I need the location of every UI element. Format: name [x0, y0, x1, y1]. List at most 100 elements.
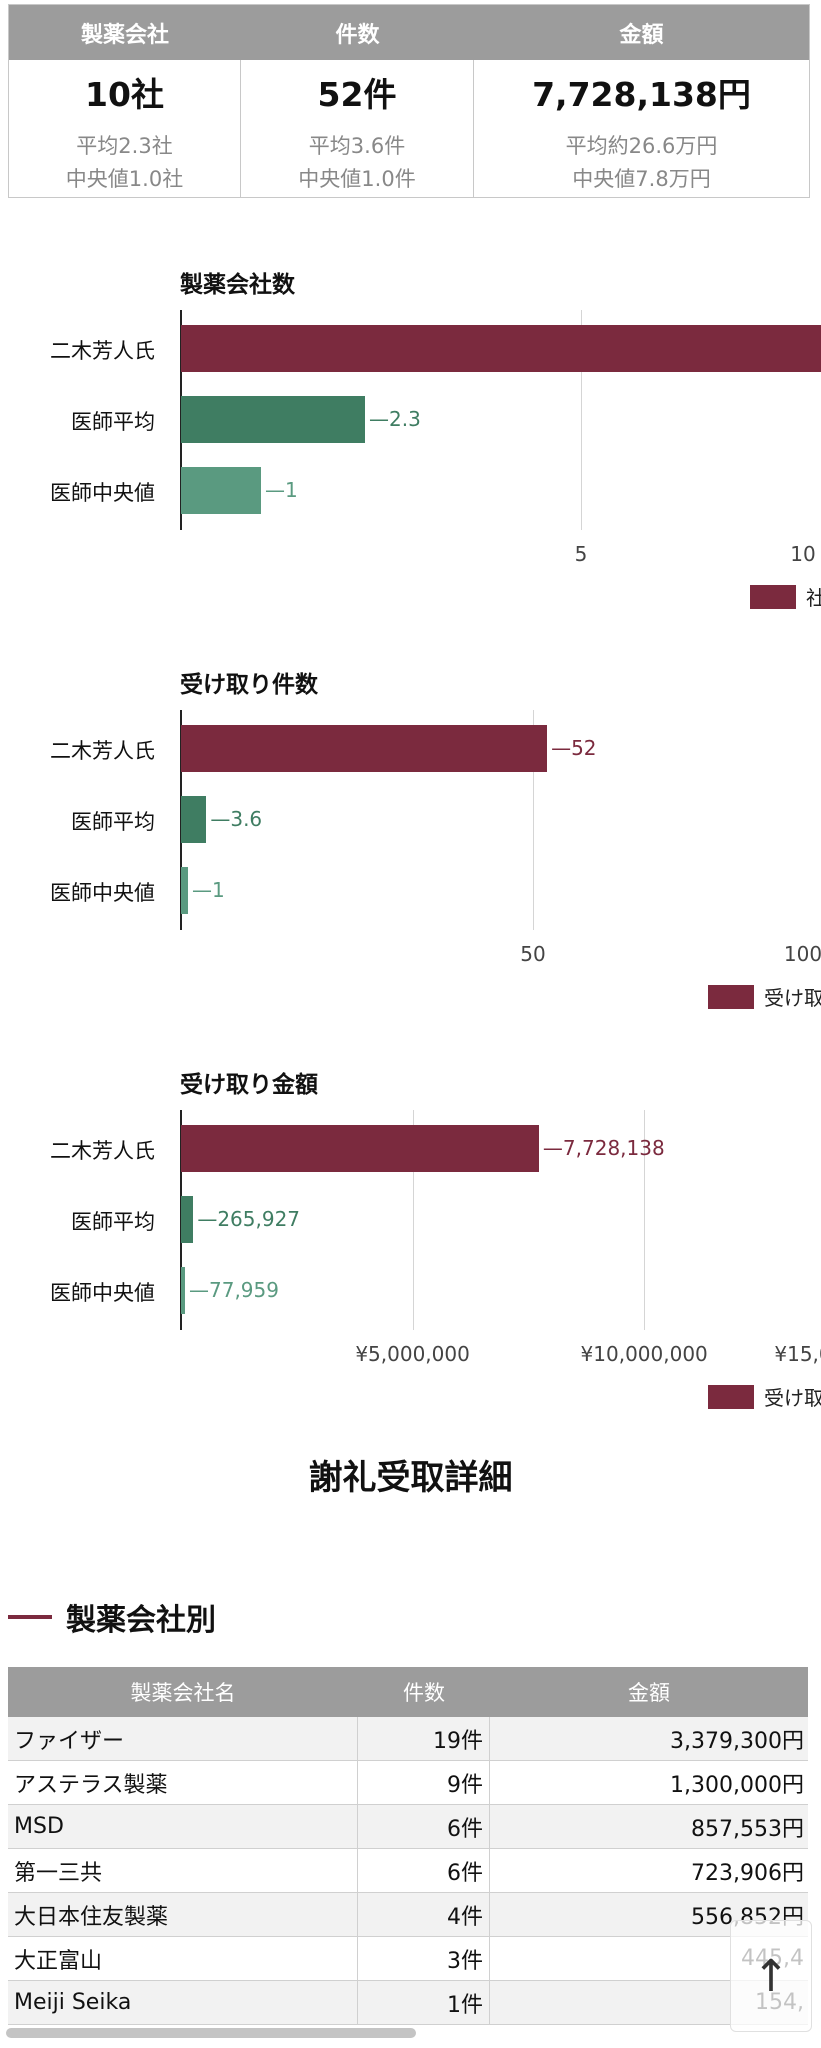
count-cell: 9件 — [358, 1761, 490, 1804]
company-name-cell: 大正富山 — [8, 1937, 358, 1980]
table-row: ファイザー 19件 3,379,300円 — [8, 1717, 808, 1761]
category-label: 医師平均 — [71, 409, 155, 434]
detail-header-name: 製薬会社名 — [130, 1681, 236, 1705]
category-label: 医師中央値 — [50, 1280, 155, 1305]
company-name-cell: ファイザー — [8, 1717, 358, 1760]
legend-swatch — [708, 984, 754, 1009]
company-name-cell: アステラス製薬 — [8, 1761, 358, 1804]
bar[interactable] — [181, 325, 821, 372]
detail-header-row: 製薬会社名 件数 金額 — [8, 1667, 808, 1717]
category-label: 二木芳人氏 — [50, 1138, 155, 1163]
chart-amount: 受け取り金額¥5,000,000¥10,000,000¥15,0二木芳人氏—7,… — [0, 1055, 821, 1410]
legend-label: 社 — [806, 586, 821, 610]
amount-cell: 857,553円 — [691, 1816, 804, 1842]
count-cell: 1件 — [358, 1981, 490, 2024]
leader-line: — — [192, 877, 213, 902]
table-row: Meiji Seika1件154, — [8, 1981, 808, 2025]
sub-title: 製薬会社別 — [8, 1595, 216, 1639]
table-row: アステラス製薬 9件 1,300,000円 — [8, 1761, 808, 1805]
leader-line: — — [189, 1277, 209, 1302]
scroll-to-top-button[interactable]: ↑ — [730, 1920, 812, 2032]
summary-median: 中央値7.8万円 — [572, 167, 711, 191]
data-label: —7,728,138 — [543, 1136, 665, 1160]
data-label-value: 1 — [285, 477, 298, 502]
count-cell: 4件 — [358, 1893, 490, 1936]
data-label: —1 — [192, 878, 225, 902]
summary-mean: 平均約26.6万円 — [565, 134, 718, 158]
legend-swatch — [708, 1384, 754, 1409]
category-label: 医師平均 — [71, 809, 155, 834]
x-tick-label: 10 — [790, 542, 816, 566]
data-label-value: 2.3 — [389, 406, 421, 431]
x-tick-label: 50 — [520, 942, 546, 966]
leader-line: — — [210, 806, 231, 831]
company-name-cell: 第一三共 — [8, 1849, 358, 1892]
summary-header-count: 件数 — [335, 22, 380, 48]
data-label: —77,959 — [189, 1278, 279, 1302]
bar[interactable] — [181, 867, 189, 914]
bar[interactable] — [181, 1196, 194, 1243]
x-tick-label: ¥10,000,000 — [580, 1342, 708, 1366]
summary-header-amount: 金額 — [619, 22, 664, 48]
gridline — [412, 1110, 414, 1330]
company-name-cell: MSD — [8, 1805, 358, 1848]
chart-title: 製薬会社数 — [180, 272, 295, 298]
legend[interactable]: 社 — [750, 582, 821, 611]
leader-line: — — [542, 1135, 563, 1160]
summary-total: 52件 — [317, 75, 397, 114]
chart-count: 受け取り件数 50 100 二木芳人氏 —52 医師平均 —3.6 医師中央値 —1 受け取 — [0, 655, 821, 1010]
table-row: MSD 6件 857,553円 — [8, 1805, 808, 1849]
data-label-value: 7,728,138 — [562, 1135, 665, 1160]
data-label-value: 1 — [212, 877, 225, 902]
detail-table: 製薬会社名 件数 金額 ファイザー 19件 3,379,300円 アステラス製薬 9件 1… — [8, 1667, 808, 2025]
data-label: —265,927 — [197, 1207, 300, 1231]
summary-total: 10社 — [85, 75, 164, 114]
bar[interactable] — [181, 467, 261, 514]
category-label: 医師平均 — [71, 1209, 155, 1234]
horizontal-scrollbar[interactable] — [6, 2028, 416, 2038]
legend[interactable]: 受け取 — [708, 982, 821, 1011]
summary-header-companies: 製薬会社 — [80, 22, 169, 48]
summary-mean: 平均2.3社 — [76, 134, 173, 158]
sub-title-accent-line — [8, 1615, 52, 1619]
leader-line: — — [265, 477, 285, 502]
gridline — [533, 710, 534, 930]
bar[interactable] — [181, 1125, 539, 1172]
leader-line: — — [551, 735, 572, 760]
legend[interactable]: 受け取 — [708, 1382, 821, 1411]
category-label: 医師中央値 — [50, 880, 155, 905]
x-tick-label: 5 — [574, 542, 588, 566]
bar[interactable] — [181, 796, 207, 843]
bar[interactable] — [181, 1267, 185, 1314]
summary-header-row: 製薬会社 件数 金額 — [9, 5, 809, 60]
summary-body-row: 10社 平均2.3社 中央値1.0社 52件 平均3.6件 中央値1.0件 7,… — [9, 60, 809, 197]
summary-cell-count: 52件 平均3.6件 中央値1.0件 — [241, 60, 474, 197]
count-cell: 19件 — [358, 1717, 490, 1760]
summary-mean: 平均3.6件 — [308, 134, 406, 158]
legend-label: 受け取 — [764, 1386, 821, 1410]
data-label: —3.6 — [210, 807, 262, 831]
company-name-cell: Meiji Seika — [8, 1981, 358, 2024]
leader-line: — — [369, 406, 389, 431]
section-title: 謝礼受取詳細 — [308, 1458, 513, 1498]
arrow-up-icon: ↑ — [752, 1950, 790, 2002]
data-label-value: 77,959 — [209, 1277, 279, 1302]
gridline — [644, 1110, 646, 1330]
bar[interactable] — [181, 396, 365, 443]
bar[interactable] — [181, 725, 548, 772]
category-label: 二木芳人氏 — [50, 338, 155, 363]
data-label: —1 — [265, 478, 298, 502]
data-label: —2.3 — [369, 407, 421, 431]
x-tick-label: 100 — [783, 942, 821, 966]
sub-title-text: 製薬会社別 — [66, 1603, 216, 1638]
summary-cell-amount: 7,728,138円 平均約26.6万円 中央値7.8万円 — [474, 60, 809, 197]
category-label: 二木芳人氏 — [50, 738, 155, 763]
chart-title: 受け取り金額 — [180, 1072, 318, 1098]
table-row: 大日本住友製薬 4件 556,852円 — [8, 1893, 808, 1937]
count-cell: 6件 — [358, 1805, 490, 1848]
data-label-value: 3.6 — [230, 806, 263, 831]
amount-cell: 3,379,300円 — [670, 1728, 804, 1754]
data-label-value: 52 — [571, 735, 597, 760]
count-cell: 3件 — [358, 1937, 490, 1980]
